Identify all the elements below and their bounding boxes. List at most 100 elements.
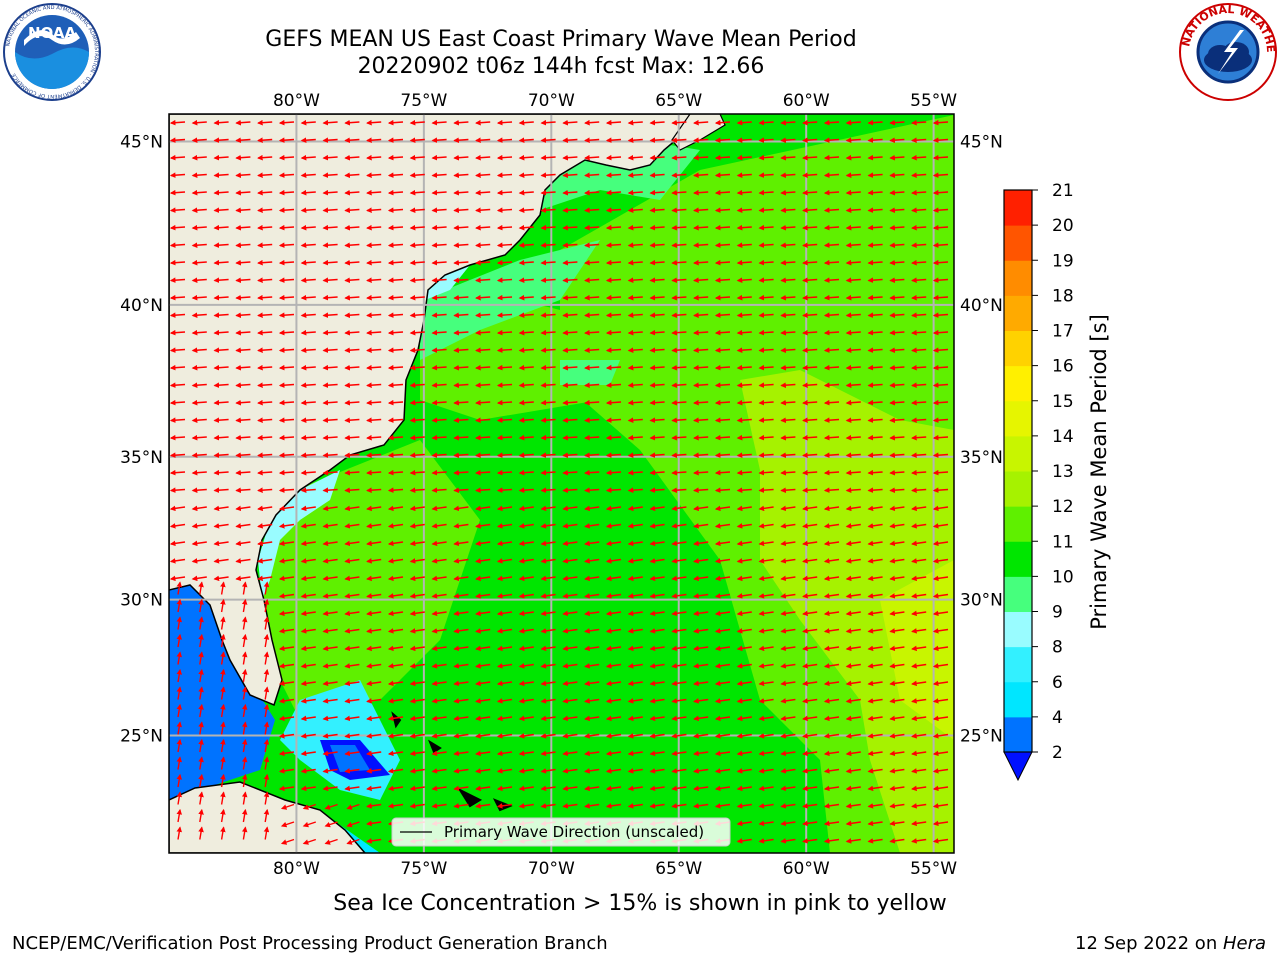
wave-direction-arrow: [889, 838, 905, 844]
wave-direction-arrow: [845, 259, 861, 266]
wave-direction-arrow: [932, 715, 949, 722]
wave-direction-arrow: [169, 294, 186, 301]
wave-direction-arrow: [409, 277, 425, 283]
wave-direction-arrow: [366, 259, 382, 266]
wave-direction-arrow: [366, 820, 382, 827]
wave-direction-arrow: [191, 172, 207, 178]
wave-direction-arrow: [736, 575, 752, 582]
wave-direction-arrow: [387, 154, 404, 161]
wave-direction-arrow: [322, 540, 338, 547]
wave-direction-arrow: [409, 242, 425, 248]
wave-direction-arrow: [235, 277, 251, 283]
wave-direction-arrow: [257, 364, 273, 371]
wave-direction-arrow: [453, 785, 469, 792]
wave-direction-arrow: [518, 364, 534, 371]
colorbar-segment: [1004, 541, 1032, 577]
wave-direction-arrow: [802, 399, 818, 406]
wave-direction-arrow: [344, 715, 360, 722]
wave-direction-arrow: [649, 172, 665, 178]
lon-label-bottom: 70°W: [528, 859, 575, 879]
wave-direction-arrow: [932, 137, 949, 143]
wave-direction-arrow: [911, 785, 927, 792]
wave-direction-arrow: [213, 329, 229, 336]
wave-direction-arrow: [213, 207, 229, 213]
wave-direction-arrow: [802, 610, 818, 617]
wave-direction-arrow: [213, 575, 229, 582]
wave-direction-arrow: [932, 680, 949, 687]
wave-direction-arrow: [241, 633, 248, 648]
wave-direction-arrow: [257, 259, 273, 266]
wave-direction-arrow: [758, 207, 774, 213]
wave-direction-arrow: [867, 364, 883, 371]
wave-direction-arrow: [409, 382, 425, 388]
wave-direction-arrow: [823, 540, 840, 547]
wave-direction-arrow: [823, 610, 840, 617]
wave-direction-arrow: [409, 154, 425, 161]
wave-direction-arrow: [191, 540, 207, 547]
wave-direction-arrow: [169, 189, 186, 196]
wave-direction-arrow: [257, 137, 273, 143]
wave-direction-arrow: [300, 329, 316, 336]
wave-direction-arrow: [169, 469, 186, 476]
wave-direction-arrow: [845, 768, 861, 774]
wave-direction-arrow: [366, 610, 382, 617]
wave-direction-arrow: [605, 540, 622, 547]
wave-direction-arrow: [562, 733, 578, 739]
wave-direction-arrow: [627, 452, 643, 458]
wave-direction-arrow: [845, 593, 861, 599]
noaa-logo-text: NOAA: [28, 24, 77, 42]
wave-direction-arrow: [671, 434, 687, 441]
wave-direction-arrow: [562, 329, 578, 336]
wave-direction-arrow: [627, 768, 643, 774]
wave-direction-arrow: [344, 558, 360, 564]
wave-direction-arrow: [889, 750, 905, 757]
wave-direction-arrow: [322, 785, 338, 792]
wave-direction-arrow: [176, 808, 183, 823]
wave-direction-arrow: [823, 382, 840, 388]
wave-direction-arrow: [322, 452, 338, 458]
wave-direction-arrow: [169, 207, 186, 213]
wave-direction-arrow: [344, 189, 360, 196]
wave-direction-arrow: [169, 329, 186, 336]
wave-direction-arrow: [693, 540, 709, 547]
wave-direction-arrow: [344, 137, 360, 143]
wave-direction-arrow: [540, 277, 556, 283]
wave-direction-arrow: [540, 189, 556, 196]
wave-direction-arrow: [366, 154, 382, 161]
wave-direction-arrow: [802, 452, 818, 458]
wave-direction-arrow: [867, 733, 883, 739]
wave-direction-arrow: [475, 189, 491, 196]
wave-direction-arrow: [169, 558, 186, 564]
wave-direction-arrow: [780, 294, 796, 301]
wave-direction-arrow: [198, 703, 204, 718]
wave-direction-arrow: [780, 523, 796, 529]
wave-direction-arrow: [889, 785, 905, 792]
wave-direction-arrow: [932, 452, 949, 458]
wave-direction-arrow: [366, 294, 382, 301]
wave-direction-arrow: [693, 224, 709, 231]
date-stamp: 12 Sep 2022 on Hera: [1075, 933, 1266, 954]
wave-direction-arrow: [322, 347, 338, 353]
wave-direction-arrow: [540, 119, 556, 126]
wave-direction-arrow: [932, 434, 949, 441]
wave-direction-arrow: [736, 558, 752, 564]
wave-direction-arrow: [714, 259, 731, 266]
wave-direction-arrow: [584, 382, 600, 388]
lat-label-right: 25°N: [960, 726, 1003, 746]
wave-direction-arrow: [409, 399, 425, 406]
wave-direction-arrow: [671, 224, 687, 231]
wave-direction-arrow: [409, 785, 425, 792]
wave-direction-arrow: [475, 347, 491, 353]
wave-direction-arrow: [867, 628, 883, 634]
wave-direction-arrow: [220, 668, 226, 683]
wave-direction-arrow: [387, 294, 404, 301]
wave-direction-arrow: [889, 593, 905, 599]
wave-direction-arrow: [867, 172, 883, 178]
wave-direction-arrow: [562, 242, 578, 248]
wave-direction-arrow: [220, 703, 226, 718]
wave-direction-arrow: [540, 715, 556, 722]
wave-direction-arrow: [649, 434, 665, 441]
wave-direction-arrow: [802, 347, 818, 353]
wave-direction-arrow: [475, 452, 491, 458]
wave-direction-arrow: [540, 399, 556, 406]
